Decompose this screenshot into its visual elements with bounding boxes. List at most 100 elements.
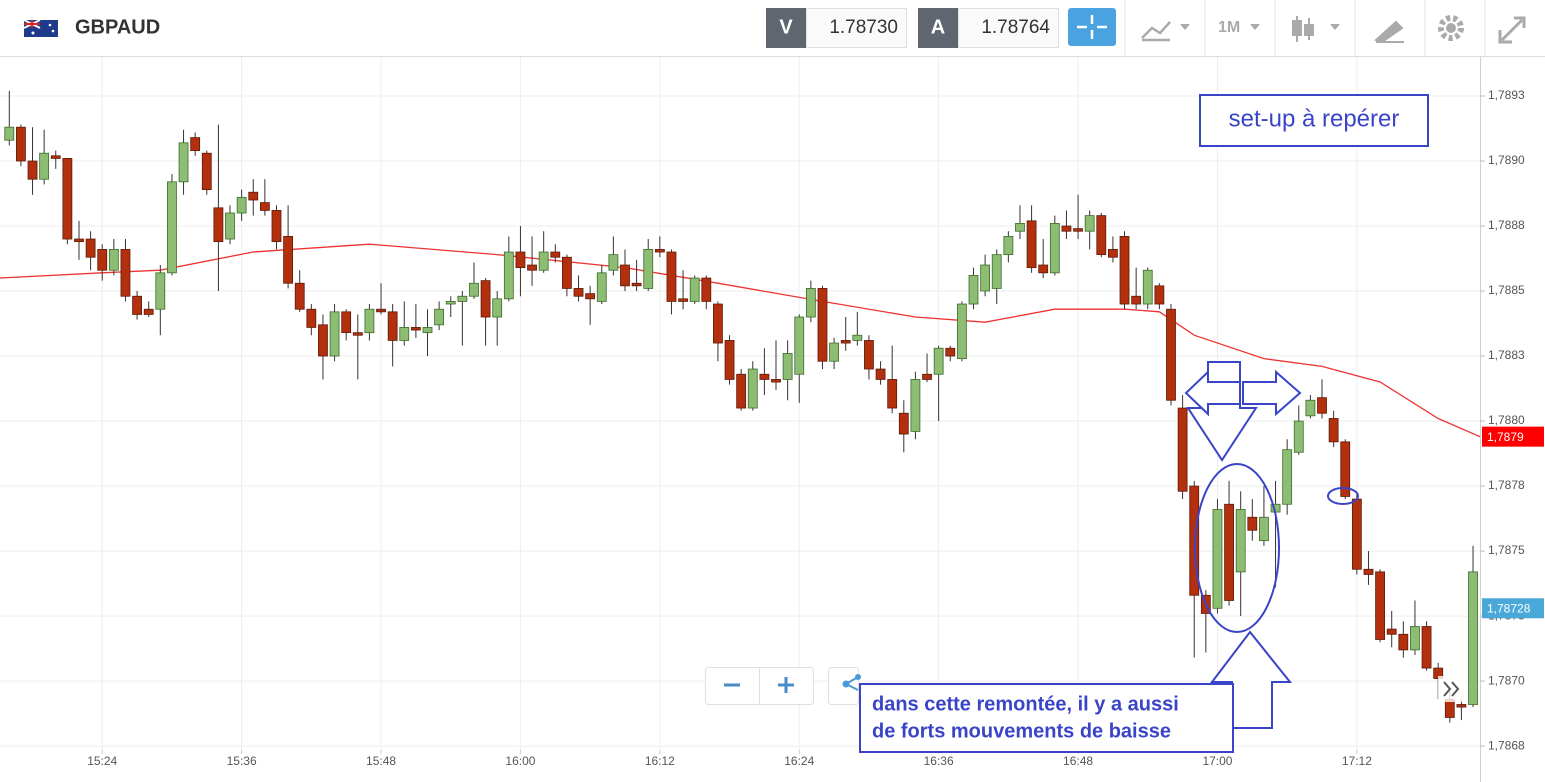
candle-body xyxy=(1293,420,1304,453)
candle-body xyxy=(62,158,73,240)
candle-body xyxy=(585,293,596,300)
candle-body xyxy=(794,316,805,375)
candle-body xyxy=(259,202,270,211)
bid-box[interactable] xyxy=(806,8,907,48)
candle-body xyxy=(318,324,328,357)
x-tick-label: 16:12 xyxy=(645,754,675,768)
draw-icon[interactable] xyxy=(1374,20,1404,44)
candle-body xyxy=(1096,215,1107,256)
candle-body xyxy=(120,249,131,297)
candle-body xyxy=(352,332,363,336)
candles-icon[interactable] xyxy=(1292,16,1314,42)
right-arrow xyxy=(1242,369,1302,417)
candle-body xyxy=(933,347,944,375)
x-tick-label: 16:36 xyxy=(924,754,954,768)
candle-body xyxy=(840,340,851,344)
candle-body xyxy=(1328,418,1339,443)
candle-body xyxy=(991,254,1002,289)
candle-body xyxy=(759,373,770,380)
zoom-in[interactable] xyxy=(778,677,794,693)
candle-body xyxy=(515,251,526,269)
ask-tag xyxy=(918,8,958,48)
candle-body xyxy=(620,264,630,287)
candle-body xyxy=(562,256,572,289)
bid-label: V xyxy=(779,16,793,38)
candle-body xyxy=(1154,285,1165,305)
candle-body xyxy=(875,368,886,380)
candle-body xyxy=(1235,509,1246,573)
bid-tag xyxy=(766,8,806,48)
symbol: GBPAUD xyxy=(75,16,160,38)
fullscreen-icon[interactable] xyxy=(1498,16,1526,44)
candle-body xyxy=(376,308,386,313)
crosshair-button[interactable] xyxy=(1068,8,1116,46)
candle-body xyxy=(1317,397,1327,414)
candle-body xyxy=(167,181,177,274)
note-text: de forts mouvements de baisse xyxy=(872,720,1171,742)
candle-body xyxy=(143,308,154,315)
candle-body xyxy=(1468,571,1478,705)
candle-body xyxy=(27,160,38,180)
y-tick-label: 1,7875 xyxy=(1488,543,1525,557)
moving-average xyxy=(0,243,1480,438)
candle-body xyxy=(1444,698,1455,718)
candle-body xyxy=(805,288,816,318)
axes: 1,7893 1,7890 1,7888 1,7885 1,7883 1,7880 1,78… xyxy=(87,88,1544,768)
candle-body xyxy=(457,295,468,302)
toolbar: GBPAUD V 1.78730 A 1.78764 1M xyxy=(0,0,1545,57)
scroll-button[interactable] xyxy=(1438,676,1466,702)
candle-body xyxy=(1259,516,1269,542)
candle-body xyxy=(434,308,445,326)
candle-body xyxy=(39,152,50,180)
candle-body xyxy=(1073,228,1083,232)
timeframe[interactable]: 1M xyxy=(1218,19,1240,36)
candle-body xyxy=(666,251,677,302)
candle-body xyxy=(817,288,828,362)
candle-body xyxy=(1108,249,1118,258)
candle-body xyxy=(1038,264,1049,274)
candle-body xyxy=(538,251,549,271)
candle-body xyxy=(132,295,142,315)
candle-body xyxy=(97,249,108,271)
annotations: set-up à repérer dans cette remontée, il… xyxy=(705,94,1466,753)
candle-body xyxy=(74,238,84,243)
candle-body xyxy=(713,303,723,344)
settings-icon[interactable] xyxy=(1438,15,1464,41)
ask-box[interactable] xyxy=(958,8,1059,48)
plot xyxy=(0,90,1480,723)
x-tick-label: 15:48 xyxy=(366,754,396,768)
candle-body xyxy=(364,308,375,334)
y-tick-label: 1,7870 xyxy=(1488,673,1525,687)
candle-body xyxy=(422,327,433,334)
x-tick-label: 16:00 xyxy=(505,754,535,768)
candle-body xyxy=(1247,516,1258,531)
candle-body xyxy=(631,282,642,287)
scroll-icon xyxy=(1443,681,1460,697)
candle-body xyxy=(1212,509,1223,609)
candle-body xyxy=(213,207,224,243)
candle-body xyxy=(190,137,201,152)
candle-body xyxy=(1166,308,1176,401)
candle-body xyxy=(329,311,340,357)
candle-body xyxy=(469,282,479,297)
candle-body xyxy=(1015,223,1025,232)
flag xyxy=(23,19,58,37)
candle-body xyxy=(945,347,956,357)
candle-body xyxy=(1224,503,1234,601)
candle-body xyxy=(225,212,235,240)
chart-type-icon[interactable] xyxy=(1141,21,1171,42)
candle-body xyxy=(980,264,991,292)
candle-body xyxy=(236,197,247,214)
candle-body xyxy=(1003,236,1014,256)
candle-body xyxy=(550,251,561,258)
candle-body xyxy=(4,126,15,141)
price-badge-label: 1,78728 xyxy=(1487,601,1531,615)
x-tick-label: 16:48 xyxy=(1063,754,1093,768)
candle-body xyxy=(294,282,305,310)
candle-body xyxy=(283,236,294,284)
candle-body xyxy=(643,249,654,289)
candle-body xyxy=(1386,628,1397,635)
candle-body xyxy=(701,277,712,302)
candle-body xyxy=(910,379,921,432)
